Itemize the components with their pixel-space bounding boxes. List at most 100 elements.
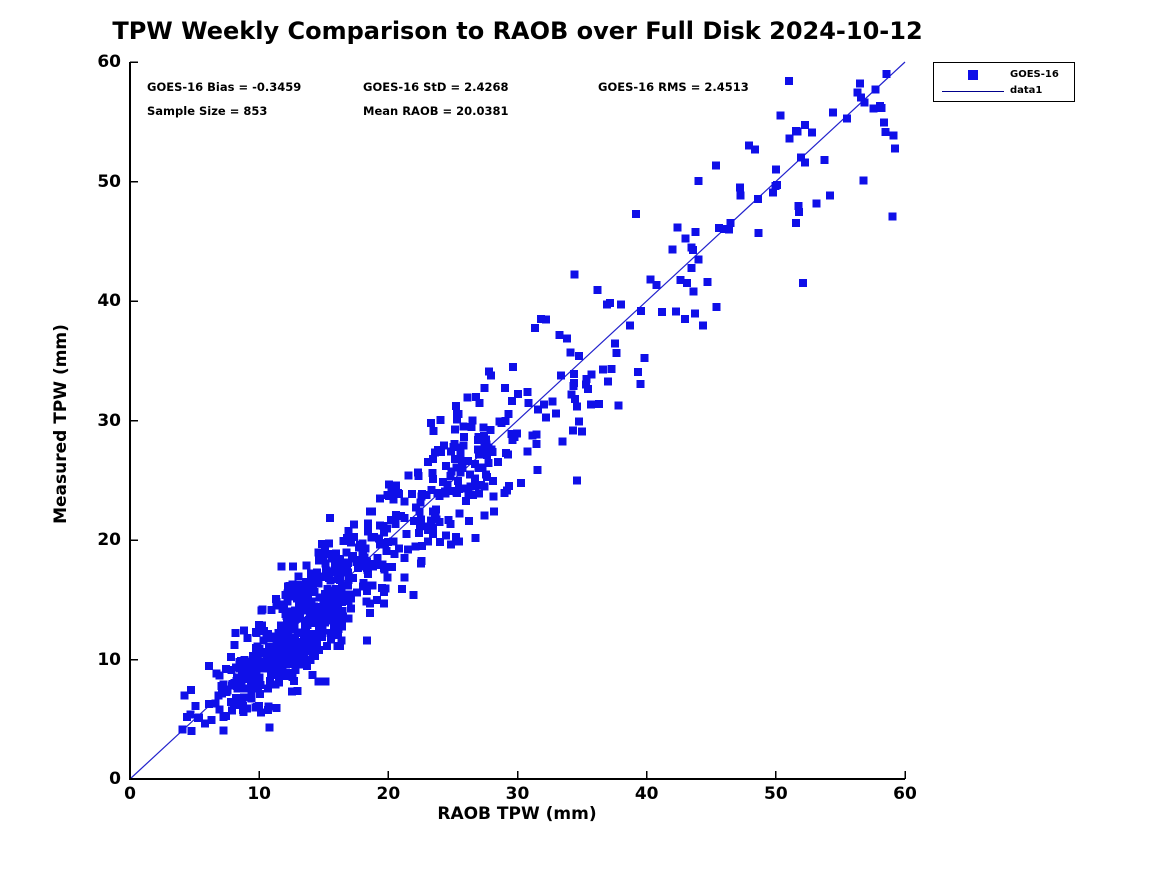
- scatter-point: [388, 563, 397, 572]
- scatter-point: [368, 562, 377, 571]
- scatter-point: [262, 631, 271, 640]
- scatter-point: [193, 714, 202, 722]
- scatter-point: [286, 592, 295, 601]
- x-axis-tick-label: 60: [893, 784, 917, 804]
- scatter-point: [266, 677, 275, 686]
- scatter-point: [232, 681, 241, 690]
- scatter-point: [321, 543, 330, 552]
- scatter-point: [879, 118, 888, 127]
- scatter-point: [508, 396, 516, 405]
- scatter-point: [272, 597, 281, 606]
- scatter-point: [891, 144, 899, 153]
- scatter-point: [451, 455, 460, 464]
- scatter-point: [460, 484, 469, 493]
- scatter-point: [363, 568, 372, 577]
- scatter-point: [201, 719, 210, 728]
- scatter-point: [691, 228, 700, 236]
- y-axis-tick-label: 40: [97, 291, 121, 311]
- scatter-point: [267, 605, 276, 614]
- scatter-point: [712, 303, 721, 312]
- scatter-point: [237, 678, 246, 687]
- scatter-point: [348, 574, 357, 582]
- scatter-point: [308, 608, 317, 617]
- scatter-point: [376, 540, 385, 549]
- scatter-point: [358, 562, 367, 571]
- scatter-point: [247, 678, 256, 687]
- scatter-point: [271, 648, 280, 657]
- legend-box: GOES-16 data1: [933, 62, 1075, 102]
- scatter-point: [408, 490, 417, 499]
- scatter-point: [636, 380, 645, 388]
- scatter-point: [578, 427, 586, 436]
- scatter-point: [736, 191, 745, 200]
- scatter-point: [252, 644, 261, 653]
- scatter-point: [604, 377, 613, 386]
- scatter-point: [265, 647, 274, 656]
- scatter-point: [226, 652, 235, 661]
- scatter-point: [484, 458, 493, 467]
- scatter-point: [715, 224, 723, 232]
- scatter-point: [333, 574, 342, 583]
- scatter-point: [277, 621, 285, 630]
- scatter-point: [542, 315, 551, 324]
- scatter-point: [563, 334, 572, 343]
- scatter-point: [429, 523, 438, 532]
- scatter-point: [383, 524, 391, 533]
- scatter-point: [416, 498, 425, 507]
- scatter-point: [489, 492, 498, 501]
- scatter-point: [495, 417, 504, 426]
- scatter-point: [310, 630, 319, 639]
- scatter-point: [454, 537, 463, 546]
- x-axis-tick-label: 10: [247, 784, 271, 804]
- scatter-point: [360, 557, 369, 565]
- scatter-point: [255, 673, 264, 682]
- scatter-point: [373, 561, 382, 570]
- scatter-point: [489, 476, 498, 485]
- scatter-point: [475, 450, 484, 459]
- scatter-point: [228, 681, 237, 690]
- scatter-point: [869, 104, 878, 113]
- scatter-point: [555, 330, 564, 339]
- scatter-point: [365, 599, 374, 608]
- legend-line-swatch: [942, 91, 1004, 92]
- scatter-point: [446, 520, 455, 529]
- scatter-point: [726, 218, 735, 227]
- scatter-point: [364, 519, 373, 528]
- scatter-point: [411, 503, 420, 512]
- scatter-point: [724, 225, 733, 234]
- scatter-point: [480, 384, 489, 392]
- scatter-point: [325, 514, 334, 523]
- scatter-point: [652, 280, 661, 289]
- scatter-point: [191, 702, 200, 710]
- scatter-point: [423, 458, 432, 467]
- scatter-point: [259, 636, 268, 645]
- scatter-point: [424, 525, 433, 534]
- scatter-point: [333, 642, 342, 650]
- scatter-point: [417, 541, 426, 550]
- scatter-point: [328, 595, 337, 604]
- scatter-point: [288, 613, 297, 622]
- scatter-point: [404, 471, 413, 480]
- scatter-point: [689, 287, 698, 296]
- scatter-point: [860, 98, 869, 107]
- scatter-point: [287, 648, 296, 657]
- scatter-point: [283, 597, 292, 606]
- scatter-point: [566, 348, 575, 357]
- scatter-point: [593, 285, 602, 294]
- scatter-point: [582, 380, 590, 389]
- scatter-point: [319, 604, 327, 613]
- scatter-point: [302, 583, 311, 592]
- scatter-point: [363, 586, 372, 595]
- scatter-point: [536, 314, 545, 323]
- scatter-point: [703, 277, 712, 286]
- scatter-point: [327, 635, 336, 644]
- scatter-point: [771, 165, 780, 174]
- scatter-point: [290, 607, 298, 616]
- scatter-point: [658, 308, 667, 317]
- scatter-point: [277, 562, 286, 571]
- scatter-point: [616, 300, 625, 309]
- scatter-point: [377, 584, 386, 593]
- scatter-point: [447, 487, 456, 495]
- scatter-point: [856, 79, 865, 88]
